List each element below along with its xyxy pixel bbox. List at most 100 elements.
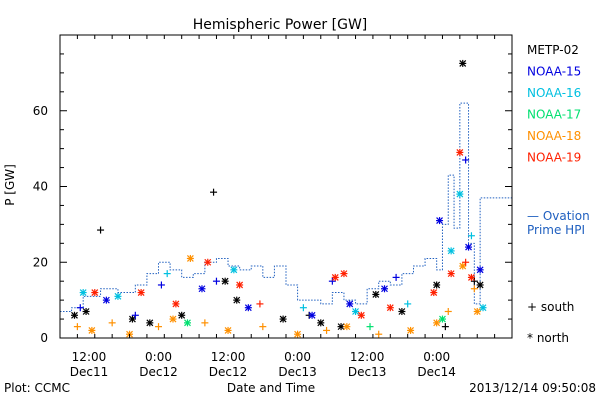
data-point-south — [441, 323, 449, 331]
data-point-south — [210, 188, 218, 196]
data-point-north — [114, 292, 122, 300]
x-axis: 12:00Dec110:00Dec1212:00Dec120:00Dec1312… — [59, 35, 513, 379]
data-point-north — [476, 281, 484, 289]
ovation-legend-line: Prime HPI — [527, 223, 585, 237]
x-tick-date-label: Dec12 — [209, 365, 248, 379]
data-point-north — [230, 266, 238, 274]
x-tick-label: 12:00 — [350, 350, 385, 364]
data-point-south — [155, 323, 163, 331]
data-point-north — [433, 319, 441, 327]
data-point-north — [456, 148, 464, 156]
data-point-south — [328, 277, 336, 285]
north-symbol-label: * north — [527, 331, 569, 345]
data-point-north — [183, 319, 191, 327]
data-point-north — [372, 290, 380, 298]
data-point-north — [82, 307, 90, 315]
data-point-south — [467, 232, 475, 240]
data-point-north — [88, 326, 96, 334]
x-tick-label: 12:00 — [211, 350, 246, 364]
data-point-north — [447, 247, 455, 255]
data-point-north — [102, 296, 110, 304]
x-tick-date-label: Dec13 — [278, 365, 317, 379]
legend-entry: NOAA-19 — [527, 151, 581, 165]
data-point-south — [212, 277, 220, 285]
data-point-north — [128, 315, 136, 323]
data-point-north — [146, 319, 154, 327]
data-point-north — [407, 326, 415, 334]
data-point-south — [299, 304, 307, 312]
y-tick-label: 0 — [40, 331, 48, 345]
data-point-south — [97, 226, 105, 234]
data-point-south — [470, 285, 478, 293]
data-point-south — [256, 300, 264, 308]
data-point-north — [473, 307, 481, 315]
chart-title: Hemispheric Power [GW] — [193, 17, 368, 33]
data-point-north — [178, 311, 186, 319]
timestamp: 2013/12/14 09:50:08 — [469, 381, 596, 395]
data-point-north — [352, 307, 360, 315]
data-point-north — [447, 270, 455, 278]
data-point-north — [331, 273, 339, 281]
legend-entry: NOAA-18 — [527, 129, 581, 143]
data-point-south — [375, 330, 383, 338]
data-point-south — [259, 323, 267, 331]
data-point-south — [392, 273, 400, 281]
data-point-north — [317, 319, 325, 327]
data-point-north — [467, 273, 475, 281]
data-point-north — [438, 315, 446, 323]
x-tick-label: 0:00 — [284, 350, 311, 364]
x-tick-date-label: Dec13 — [348, 365, 387, 379]
data-point-north — [398, 307, 406, 315]
data-point-north — [465, 243, 473, 251]
ovation-legend-line: — Ovation — [527, 209, 590, 223]
data-point-north — [137, 289, 145, 297]
y-tick-label: 60 — [33, 104, 48, 118]
x-tick-label: 0:00 — [145, 350, 172, 364]
data-point-north — [233, 296, 241, 304]
data-point-north — [433, 281, 441, 289]
data-point-south — [462, 156, 470, 164]
data-point-north — [357, 311, 365, 319]
y-axis: 0 20 40 60 — [33, 34, 512, 345]
data-point-north — [381, 285, 389, 293]
data-point-north — [294, 330, 302, 338]
data-point-north — [244, 304, 252, 312]
data-point-south — [108, 319, 116, 327]
data-point-south — [131, 311, 139, 319]
data-point-north — [386, 304, 394, 312]
data-point-north — [476, 266, 484, 274]
data-point-north — [186, 254, 194, 262]
data-point-north — [279, 315, 287, 323]
x-axis-label: Date and Time — [227, 381, 315, 395]
data-point-north — [430, 289, 438, 297]
legend-entry: NOAA-17 — [527, 108, 581, 122]
data-point-north — [436, 217, 444, 225]
data-point-north — [479, 304, 487, 312]
south-symbol-label: + south — [527, 300, 574, 314]
data-point-south — [470, 277, 478, 285]
data-point-south — [323, 326, 331, 334]
data-point-north — [198, 285, 206, 293]
x-tick-label: 12:00 — [72, 350, 107, 364]
legend-entry: METP-02 — [527, 43, 579, 57]
data-point-north — [340, 270, 348, 278]
legend-entry: NOAA-15 — [527, 65, 581, 79]
x-tick-date-label: Dec14 — [417, 365, 456, 379]
data-point-north — [459, 262, 467, 270]
data-point-south — [201, 319, 209, 327]
data-point-south — [462, 258, 470, 266]
data-point-south — [404, 300, 412, 308]
data-point-north — [172, 300, 180, 308]
data-point-north — [456, 190, 464, 198]
plot-credit: Plot: CCMC — [4, 381, 70, 395]
x-tick-date-label: Dec11 — [70, 365, 109, 379]
data-point-north — [224, 326, 232, 334]
data-point-north — [343, 323, 351, 331]
data-point-north — [91, 289, 99, 297]
plot-area — [60, 59, 512, 338]
data-point-south — [444, 307, 452, 315]
data-point-south — [73, 323, 81, 331]
data-point-south — [163, 270, 171, 278]
